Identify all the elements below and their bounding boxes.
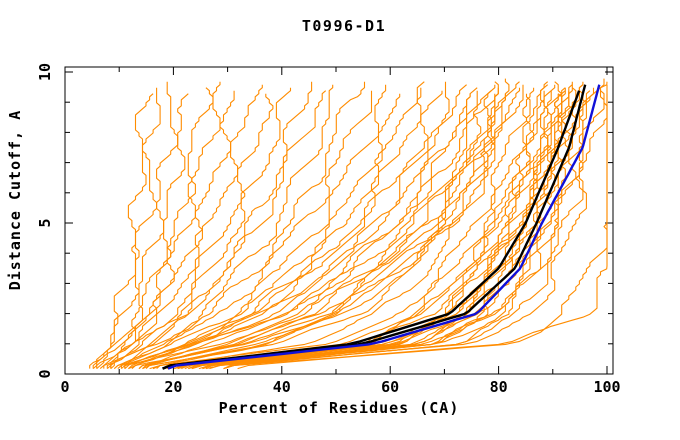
orange-model-curve — [209, 87, 595, 370]
orange-model-curve — [89, 81, 221, 369]
orange-model-curve — [156, 93, 531, 370]
axis-tick-labels: 0 20 40 60 80 100 0 5 10 — [36, 63, 621, 396]
orange-model-curve — [103, 90, 235, 369]
black-reference-curve — [162, 84, 587, 370]
orange-model-curve — [177, 87, 566, 370]
orange-model-curve — [142, 81, 499, 370]
x-tick-label: 100 — [593, 378, 620, 396]
plot-frame — [64, 66, 614, 375]
model-curves — [89, 78, 608, 370]
orange-model-curve — [121, 87, 478, 370]
plot-border — [64, 66, 614, 375]
orange-model-curve — [198, 81, 584, 370]
orange-model-curve — [167, 84, 556, 370]
blue-model-curve — [167, 84, 601, 370]
black-reference-curve — [162, 90, 581, 370]
orange-model-curve — [223, 87, 605, 370]
orange-model-curve — [106, 90, 327, 370]
orange-model-curve — [124, 90, 373, 369]
orange-model-curve — [202, 84, 587, 370]
orange-model-curve — [142, 78, 510, 370]
x-tick-label: 0 — [60, 378, 69, 396]
y-tick-label: 5 — [36, 218, 54, 227]
orange-model-curve — [223, 81, 608, 370]
x-tick-label: 60 — [381, 378, 399, 396]
orange-model-curve — [188, 81, 577, 370]
orange-model-curve — [205, 78, 605, 370]
orange-model-curve — [128, 90, 492, 370]
y-tick-label: 0 — [36, 369, 54, 378]
orange-model-curve — [167, 90, 552, 370]
orange-model-curve — [124, 81, 425, 370]
orange-model-curve — [113, 81, 366, 370]
y-tick-label: 10 — [36, 63, 54, 81]
x-tick-label: 20 — [164, 378, 182, 396]
x-tick-label: 80 — [490, 378, 508, 396]
orange-model-curve — [113, 84, 387, 370]
orange-model-curve — [92, 87, 161, 369]
orange-model-curve — [138, 84, 496, 370]
axis-ticks — [64, 67, 613, 375]
orange-model-curve — [142, 90, 478, 370]
orange-model-curve — [128, 84, 467, 370]
orange-model-curve — [124, 81, 450, 369]
orange-model-curve — [163, 81, 549, 370]
orange-model-curve — [110, 87, 214, 370]
y-axis-label: Distance Cutoff, A — [6, 110, 24, 291]
orange-model-curve — [163, 84, 524, 370]
orange-model-curve — [96, 93, 154, 370]
x-tick-label: 40 — [273, 378, 291, 396]
chart-title: T0996-D1 — [302, 17, 386, 35]
orange-model-curve — [174, 93, 559, 370]
x-axis-label: Percent of Residues (CA) — [219, 399, 460, 417]
orange-model-curve — [237, 93, 608, 370]
orange-model-curve — [106, 84, 263, 369]
orange-model-curve — [131, 87, 422, 370]
orange-model-curve — [202, 90, 591, 370]
orange-model-curve — [188, 84, 573, 370]
orange-model-curve — [120, 81, 313, 369]
orange-model-curve — [191, 87, 577, 370]
orange-model-curve — [149, 87, 535, 370]
orange-model-curve — [92, 93, 189, 370]
